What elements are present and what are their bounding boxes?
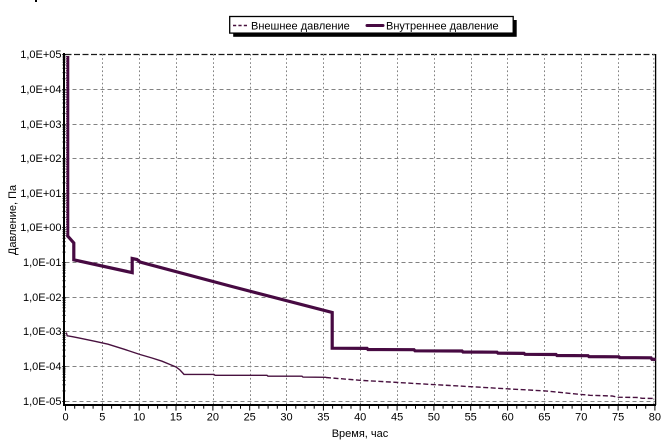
svg-text:Давление, Па: Давление, Па xyxy=(7,184,19,255)
svg-text:1,0E+02: 1,0E+02 xyxy=(20,153,61,165)
svg-text:15: 15 xyxy=(170,412,182,424)
svg-text:1,0E+00: 1,0E+00 xyxy=(20,222,61,234)
svg-text:60: 60 xyxy=(501,412,513,424)
svg-text:10: 10 xyxy=(133,412,145,424)
svg-text:65: 65 xyxy=(538,412,550,424)
svg-text:75: 75 xyxy=(612,412,624,424)
svg-text:50: 50 xyxy=(428,412,440,424)
svg-text:1,0E-05: 1,0E-05 xyxy=(23,396,62,408)
svg-text:1,0E-03: 1,0E-03 xyxy=(23,326,62,338)
svg-text:40: 40 xyxy=(354,412,366,424)
svg-text:55: 55 xyxy=(465,412,477,424)
svg-text:Внешнее давление: Внешнее давление xyxy=(251,21,350,33)
svg-text:1,0E+01: 1,0E+01 xyxy=(20,188,61,200)
svg-text:1,0E+05: 1,0E+05 xyxy=(20,49,61,61)
svg-text:Внутреннее давление: Внутреннее давление xyxy=(386,21,499,33)
svg-text:1,0E-02: 1,0E-02 xyxy=(23,292,62,304)
svg-text:70: 70 xyxy=(575,412,587,424)
svg-text:20: 20 xyxy=(207,412,219,424)
svg-text:5: 5 xyxy=(99,412,105,424)
svg-text:0: 0 xyxy=(62,412,68,424)
svg-text:35: 35 xyxy=(317,412,329,424)
svg-text:Время, час: Время, час xyxy=(332,428,389,440)
svg-text:1,0E-04: 1,0E-04 xyxy=(23,361,62,373)
svg-text:30: 30 xyxy=(280,412,292,424)
svg-text:25: 25 xyxy=(244,412,256,424)
svg-text:80: 80 xyxy=(649,412,661,424)
svg-text:1,0E+03: 1,0E+03 xyxy=(20,119,61,131)
svg-text:1,0E+04: 1,0E+04 xyxy=(20,84,61,96)
svg-text:1,0E-01: 1,0E-01 xyxy=(23,257,62,269)
svg-text:45: 45 xyxy=(391,412,403,424)
